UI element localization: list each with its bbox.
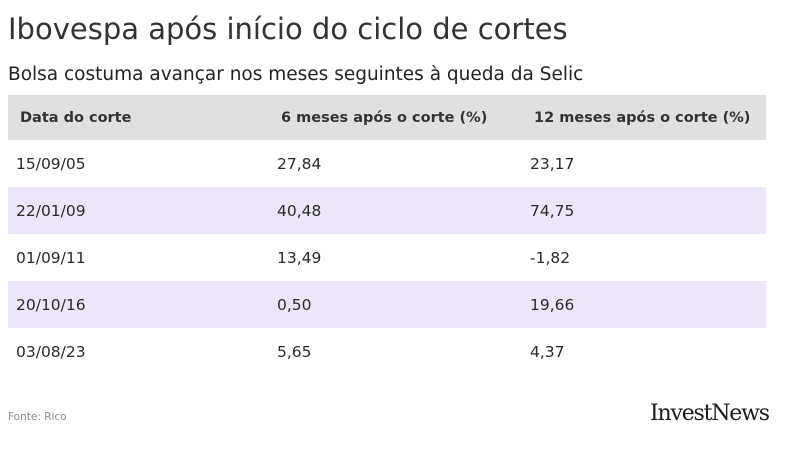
cell-6-months: 27,84 <box>277 154 322 173</box>
cell-12-months: 19,66 <box>530 295 575 314</box>
cell-6-months: 40,48 <box>277 201 322 220</box>
column-header-12-months: 12 meses após o corte (%) <box>534 109 751 126</box>
cell-date: 22/01/09 <box>16 201 86 220</box>
table-row: 01/09/11 13,49 -1,82 <box>8 234 766 281</box>
cell-date: 20/10/16 <box>16 295 86 314</box>
cell-date: 01/09/11 <box>16 248 86 267</box>
column-header-6-months: 6 meses após o corte (%) <box>281 109 488 126</box>
cell-12-months: 74,75 <box>530 201 575 220</box>
source-note: Fonte: Rico <box>8 411 67 423</box>
table-body: 15/09/05 27,84 23,17 22/01/09 40,48 74,75 01/0… <box>8 140 766 375</box>
cell-date: 15/09/05 <box>16 154 86 173</box>
cell-date: 03/08/23 <box>16 342 86 361</box>
investnews-logo: InvestNews <box>650 401 770 426</box>
table-row: 20/10/16 0,50 19,66 <box>8 281 766 328</box>
table-row: 22/01/09 40,48 74,75 <box>8 187 766 234</box>
table-row: 15/09/05 27,84 23,17 <box>8 140 766 187</box>
table-row: 03/08/23 5,65 4,37 <box>8 328 766 375</box>
cell-12-months: -1,82 <box>530 248 571 267</box>
cell-6-months: 5,65 <box>277 342 312 361</box>
chart-subtitle: Bolsa costuma avançar nos meses seguinte… <box>8 64 584 85</box>
column-header-date: Data do corte <box>20 109 132 126</box>
cell-6-months: 13,49 <box>277 248 322 267</box>
cell-12-months: 23,17 <box>530 154 575 173</box>
cell-12-months: 4,37 <box>530 342 565 361</box>
data-table: Data do corte 6 meses após o corte (%) 1… <box>8 95 766 375</box>
cell-6-months: 0,50 <box>277 295 312 314</box>
table-header-row: Data do corte 6 meses após o corte (%) 1… <box>8 95 766 140</box>
chart-title: Ibovespa após início do ciclo de cortes <box>8 12 568 46</box>
